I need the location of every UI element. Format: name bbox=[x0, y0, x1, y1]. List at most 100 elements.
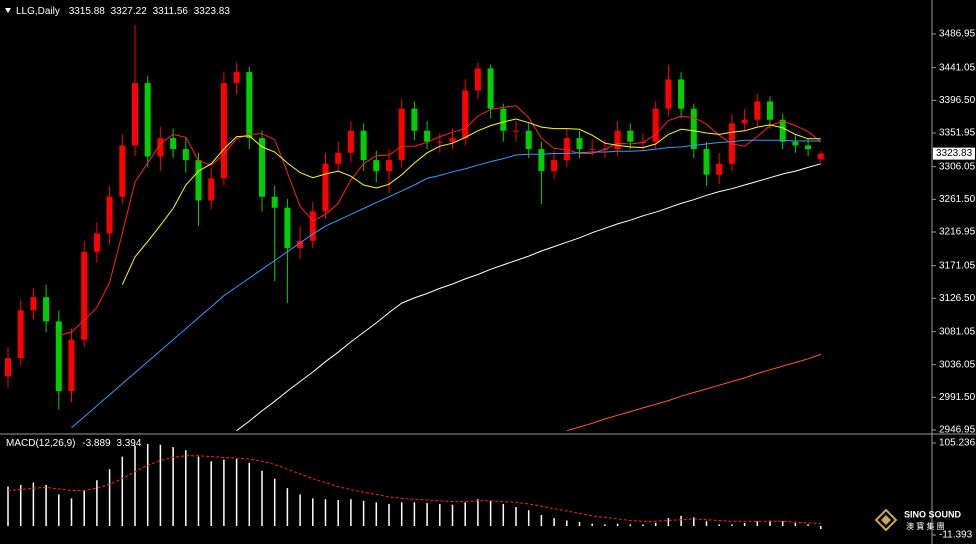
macd-bar bbox=[172, 447, 174, 527]
candle-body bbox=[805, 145, 812, 150]
macd-bar bbox=[693, 517, 695, 527]
macd-bar bbox=[820, 526, 822, 530]
macd-bar bbox=[324, 499, 327, 527]
y-tick-label: 3486.95 bbox=[939, 29, 976, 40]
candle-body bbox=[551, 160, 558, 172]
macd-bar bbox=[248, 462, 251, 527]
candle-body bbox=[284, 207, 291, 249]
macd-bar bbox=[527, 510, 530, 527]
candle-body bbox=[182, 149, 189, 161]
moving-average bbox=[236, 163, 821, 432]
macd-bar bbox=[743, 522, 746, 527]
y-tick-label: 3351.95 bbox=[939, 128, 976, 139]
candle-body bbox=[30, 297, 37, 311]
candle-body bbox=[297, 240, 304, 249]
macd-bar bbox=[629, 524, 632, 527]
macd-bar bbox=[718, 524, 720, 527]
candle-body bbox=[335, 152, 342, 164]
last-high: 3327.22 bbox=[111, 6, 148, 17]
y-tick-label: 3441.05 bbox=[939, 62, 976, 73]
macd-bar bbox=[362, 500, 365, 527]
macd-bar bbox=[146, 443, 149, 527]
macd-bar bbox=[566, 520, 568, 527]
candle-body bbox=[538, 149, 545, 172]
macd-bar bbox=[413, 502, 416, 527]
candle-body bbox=[398, 108, 405, 161]
candle-body bbox=[322, 163, 329, 212]
macd-bar bbox=[96, 480, 98, 527]
macd-bar bbox=[273, 478, 276, 527]
candle-body bbox=[170, 138, 177, 150]
macd-bar bbox=[731, 524, 733, 527]
candle-body bbox=[157, 138, 164, 157]
macd-bar bbox=[45, 484, 47, 527]
candle-body bbox=[436, 141, 443, 143]
macd-bar bbox=[70, 498, 73, 527]
candle-body bbox=[119, 145, 126, 197]
macd-bar bbox=[667, 518, 670, 527]
candle-body bbox=[792, 141, 799, 146]
candle-body bbox=[754, 101, 761, 120]
macd-bar bbox=[591, 523, 593, 527]
macd-bar bbox=[642, 524, 644, 527]
macd-bar bbox=[185, 450, 187, 527]
candle-body bbox=[81, 251, 88, 340]
logo-core bbox=[881, 515, 891, 525]
last-close: 3323.83 bbox=[194, 6, 231, 17]
macd-bar bbox=[19, 484, 22, 527]
candle-body bbox=[271, 196, 278, 208]
y-tick-label: 2991.50 bbox=[939, 392, 976, 403]
watermark: SINO SOUND 澳 寶 集 團 bbox=[874, 508, 962, 532]
y-tick-label: 3036.05 bbox=[939, 359, 976, 370]
candle-body bbox=[678, 79, 685, 109]
macd-bar bbox=[400, 502, 403, 527]
candle-body bbox=[5, 358, 11, 377]
macd-name: MACD(12,26,9) bbox=[6, 438, 75, 449]
y-tick-label: 2946.95 bbox=[939, 425, 976, 436]
candle-body bbox=[208, 178, 215, 201]
menu-arrow[interactable] bbox=[5, 8, 11, 13]
macd-bar bbox=[134, 445, 136, 527]
candle-body bbox=[652, 108, 659, 142]
candle-body bbox=[474, 68, 481, 91]
macd-bar bbox=[197, 456, 200, 527]
macd-bar bbox=[680, 515, 682, 527]
macd-bar bbox=[210, 461, 212, 527]
candle-body bbox=[462, 90, 469, 139]
candle-body bbox=[703, 149, 710, 175]
logo-name: SINO SOUND bbox=[904, 509, 962, 519]
macd-bar bbox=[705, 521, 708, 527]
macd-bar bbox=[350, 499, 352, 527]
price-marker-box bbox=[933, 147, 975, 160]
macd-bar bbox=[794, 522, 797, 527]
y-tick-label: 105.236 bbox=[939, 438, 976, 449]
macd-bar bbox=[235, 458, 238, 527]
candle-body bbox=[55, 321, 62, 392]
macd-bar bbox=[299, 494, 301, 527]
moving-average bbox=[121, 118, 821, 285]
macd-bar bbox=[540, 514, 543, 527]
candle-body bbox=[68, 339, 75, 392]
y-tick-label: 3306.05 bbox=[939, 161, 976, 172]
candle-body bbox=[487, 68, 494, 109]
macd-bar bbox=[159, 444, 162, 527]
macd-bar bbox=[604, 524, 606, 527]
macd-bar bbox=[261, 470, 263, 527]
macd-bar bbox=[83, 490, 85, 527]
macd-bar bbox=[769, 520, 771, 527]
candle-body bbox=[817, 153, 824, 160]
y-tick-label: 3261.50 bbox=[939, 194, 976, 205]
macd-bar bbox=[32, 482, 35, 527]
logo-mark bbox=[874, 508, 898, 532]
candle-body bbox=[716, 163, 723, 175]
candle-body bbox=[424, 130, 431, 142]
macd-bar bbox=[464, 502, 466, 527]
candle-body bbox=[144, 83, 151, 157]
logo-sub: 澳 寶 集 團 bbox=[906, 521, 945, 531]
y-tick-label: -11.393 bbox=[939, 530, 973, 541]
candle-body bbox=[233, 72, 240, 84]
candle-body bbox=[347, 130, 354, 153]
last-low: 3311.56 bbox=[153, 6, 189, 17]
candle-body bbox=[576, 138, 583, 150]
